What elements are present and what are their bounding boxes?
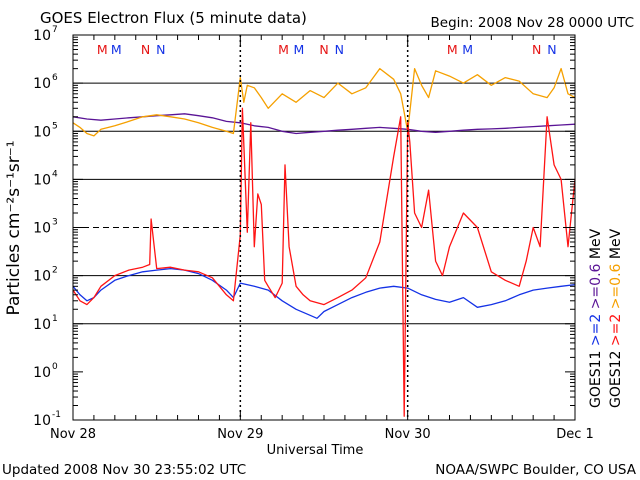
series-line (72, 113, 576, 135)
x-tick-label: Nov 28 (50, 427, 96, 442)
y-tick-exponent: 2 (52, 266, 58, 276)
series-line (72, 107, 576, 417)
updated-timestamp: Updated 2008 Nov 30 23:55:02 UTC (2, 462, 246, 478)
x-axis-ticks: Nov 28 Nov 29 Nov 30 Dec 1 (50, 35, 594, 442)
y-tick-label: 10 (33, 221, 51, 237)
marker-label: M (278, 42, 289, 57)
y-tick-exponent: 7 (52, 25, 58, 35)
y-tick-label: 10 (33, 413, 51, 429)
chart-title: GOES Electron Flux (5 minute data) (40, 9, 307, 27)
y-tick-label: 10 (33, 28, 51, 44)
y-tick-label: 10 (33, 317, 51, 333)
legend-entry: >=2 (588, 314, 604, 346)
series-line (72, 67, 576, 137)
legend-entry: >=0.6 (588, 263, 604, 313)
begin-date: Begin: 2008 Nov 28 0000 UTC (431, 15, 634, 31)
legend-entry: MeV (608, 228, 624, 263)
y-tick-exponent: 0 (52, 362, 58, 372)
legend-entry: >=2 (608, 314, 624, 346)
y-tick-exponent: 1 (52, 314, 58, 324)
series-line (72, 267, 576, 319)
marker-label: N (532, 42, 541, 57)
y-tick-label: 10 (33, 124, 51, 140)
y-tick-label: 10 (33, 269, 51, 285)
y-tick-label: 10 (33, 76, 51, 92)
credit-text: NOAA/SWPC Boulder, CO USA (435, 462, 637, 478)
y-tick-exponent: 3 (52, 218, 58, 228)
legend-entry: GOES11 (588, 346, 604, 408)
y-tick-label: 10 (33, 365, 51, 381)
marker-label: N (141, 42, 150, 57)
legend-column: GOES11 >=2 >=0.6 MeV (588, 228, 604, 408)
marker-label: M (111, 42, 122, 57)
marker-label: M (462, 42, 473, 57)
y-tick-exponent: 5 (52, 121, 58, 131)
y-tick-label: 10 (33, 172, 51, 188)
y-tick-exponent: -1 (52, 410, 61, 420)
marker-label: N (335, 42, 344, 57)
y-axis-label: Particles cm⁻²s⁻¹sr⁻¹ (4, 140, 24, 315)
day-boundaries (239, 35, 409, 420)
legend-entry: >=0.6 (608, 263, 624, 313)
marker-label: M (447, 42, 458, 57)
marker-label: N (547, 42, 556, 57)
x-axis-label: Universal Time (267, 443, 364, 458)
y-tick-exponent: 6 (52, 73, 58, 83)
legend-column: GOES12 >=2 >=0.6 MeV (608, 228, 624, 408)
x-tick-label: Dec 1 (556, 427, 594, 442)
legend-entry: GOES12 (608, 346, 624, 408)
legend-entry: MeV (588, 228, 604, 263)
x-tick-label: Nov 29 (217, 427, 263, 442)
series-layer (72, 67, 576, 417)
x-tick-label: Nov 30 (385, 427, 431, 442)
marker-label: M (97, 42, 108, 57)
marker-label: M (294, 42, 305, 57)
marker-label: N (319, 42, 328, 57)
marker-label: N (156, 42, 165, 57)
y-tick-exponent: 4 (52, 169, 58, 179)
